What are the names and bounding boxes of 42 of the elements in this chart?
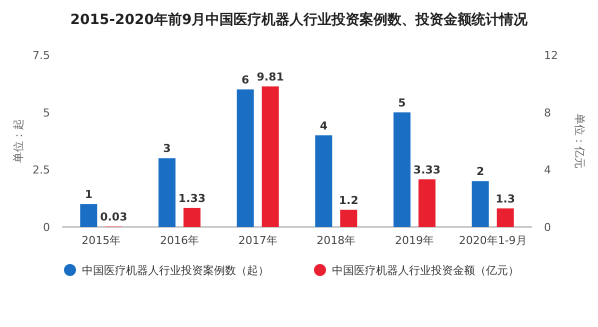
y-tick-label: 5 xyxy=(43,106,50,120)
y-tick-label: 2.5 xyxy=(32,164,50,177)
data-label: 2 xyxy=(476,165,484,178)
y-axis-title: 单位：起 xyxy=(12,119,25,163)
data-label: 5 xyxy=(398,96,406,110)
x-tick-label: 2016年 xyxy=(160,234,199,247)
x-tick-label: 2018年 xyxy=(316,234,356,247)
y2-axis-title: 单位：亿元 xyxy=(573,114,586,168)
x-tick-label: 2020年1-9月 xyxy=(458,234,527,247)
data-label: 4 xyxy=(320,119,328,132)
y2-tick-label: 4 xyxy=(544,164,551,177)
chart-title: 2015-2020年前9月中国医疗机器人行业投资案例数、投资金额统计情况 xyxy=(70,11,529,28)
x-tick-label: 2015年 xyxy=(82,234,121,247)
legend-label: 中国医疗机器人行业投资案例数（起） xyxy=(82,264,269,277)
bar xyxy=(394,112,410,227)
bar xyxy=(158,158,176,227)
bar xyxy=(340,210,358,227)
data-label: 3.33 xyxy=(413,163,441,176)
bar xyxy=(315,135,332,227)
data-label: 1.2 xyxy=(338,194,358,207)
y-tick-label: 7.5 xyxy=(32,49,50,62)
bar xyxy=(472,181,489,227)
x-tick-label: 2017年 xyxy=(238,234,278,247)
bar xyxy=(236,89,254,227)
y-tick-label: 0 xyxy=(43,221,50,234)
data-label: 1.3 xyxy=(496,192,516,206)
x-tick-label: 2019年 xyxy=(395,234,434,247)
data-label: 1 xyxy=(84,188,92,202)
data-label: 1.33 xyxy=(178,192,206,205)
bar xyxy=(496,208,514,227)
bar xyxy=(418,179,436,227)
data-label: 9.81 xyxy=(256,70,284,84)
bar xyxy=(262,86,279,227)
y2-tick-label: 12 xyxy=(544,49,558,62)
y2-tick-label: 8 xyxy=(544,106,551,120)
data-label: 6 xyxy=(242,73,250,86)
y2-tick-label: 0 xyxy=(544,221,551,234)
bar xyxy=(80,204,98,227)
data-label: 3 xyxy=(163,142,171,156)
bar xyxy=(184,208,200,227)
data-label: 0.03 xyxy=(100,210,128,224)
legend-label: 中国医疗机器人行业投资金额（亿元） xyxy=(332,264,519,277)
